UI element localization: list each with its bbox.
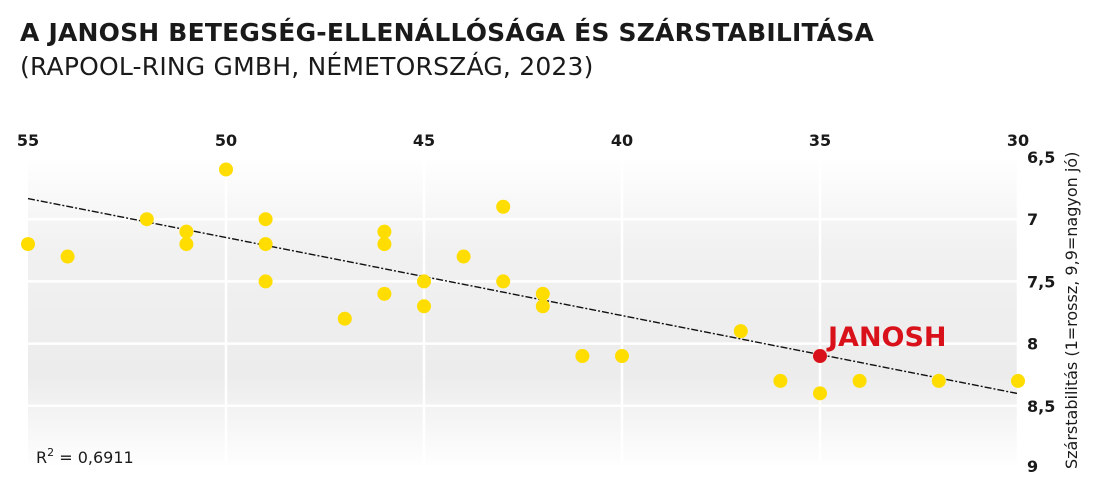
- data-point: [496, 274, 511, 289]
- data-point: [852, 373, 867, 388]
- x-tick-label: 35: [809, 131, 831, 150]
- x-axis-ticks: 55 50 45 40 35 30: [17, 131, 1029, 150]
- data-point: [377, 237, 392, 252]
- gridlines: [28, 155, 1020, 470]
- r-squared-sup: 2: [47, 446, 54, 459]
- x-tick-label: 45: [413, 131, 435, 150]
- trendline: [27, 197, 1019, 395]
- data-point: [535, 299, 550, 314]
- data-point: [139, 212, 154, 227]
- x-tick-label: 40: [611, 131, 633, 150]
- data-point: [773, 373, 788, 388]
- data-point: [417, 274, 431, 289]
- y-tick-label: 6,5: [1027, 148, 1055, 167]
- x-tick-label: 30: [1007, 131, 1029, 150]
- highlight-label: JANOSH: [826, 322, 947, 353]
- r-squared-annotation: R2 = 0,6911: [36, 446, 134, 467]
- y-tick-label: 7,5: [1027, 272, 1055, 291]
- y-axis-label: Szárstabilitás (1=rossz, 9,9=nagyon jó): [1062, 152, 1081, 469]
- r-squared-r: R: [36, 448, 47, 467]
- data-point: [21, 237, 35, 252]
- data-point: [337, 311, 352, 326]
- plot-background: [28, 155, 1018, 470]
- data-point: [813, 386, 827, 401]
- x-tick-label: 50: [215, 131, 237, 150]
- data-point: [615, 349, 629, 364]
- data-point: [456, 249, 471, 264]
- data-point: [258, 212, 273, 227]
- data-point: [377, 224, 392, 239]
- y-tick-label: 9: [1027, 457, 1038, 476]
- data-point: [258, 237, 273, 252]
- data-point: [219, 162, 233, 177]
- data-points: [21, 162, 1025, 401]
- chart-title: A JANOSH BETEGSÉG-ELLENÁLLÓSÁGA ÉS SZÁRS…: [20, 18, 875, 47]
- data-point: [1011, 373, 1025, 388]
- data-point: [377, 286, 392, 301]
- y-tick-label: 7: [1027, 210, 1038, 229]
- data-point: [179, 224, 194, 239]
- chart-subtitle: (RAPOOL-RING GMBH, NÉMETORSZÁG, 2023): [20, 52, 594, 81]
- y-axis-ticks: 6,5 7 7,5 8 8,5 9: [1027, 148, 1055, 476]
- data-point: [417, 299, 431, 314]
- data-point: [258, 274, 273, 289]
- data-point: [733, 324, 748, 339]
- y-tick-label: 8,5: [1027, 397, 1055, 416]
- highlight-point-janosh: [813, 349, 827, 364]
- data-point: [535, 286, 550, 301]
- y-tick-label: 8: [1027, 335, 1038, 354]
- data-point: [931, 373, 946, 388]
- data-point: [575, 349, 590, 364]
- x-tick-label: 55: [17, 131, 39, 150]
- data-point: [496, 199, 511, 214]
- data-point: [179, 237, 194, 252]
- data-point: [60, 249, 75, 264]
- r-squared-value: = 0,6911: [54, 448, 134, 467]
